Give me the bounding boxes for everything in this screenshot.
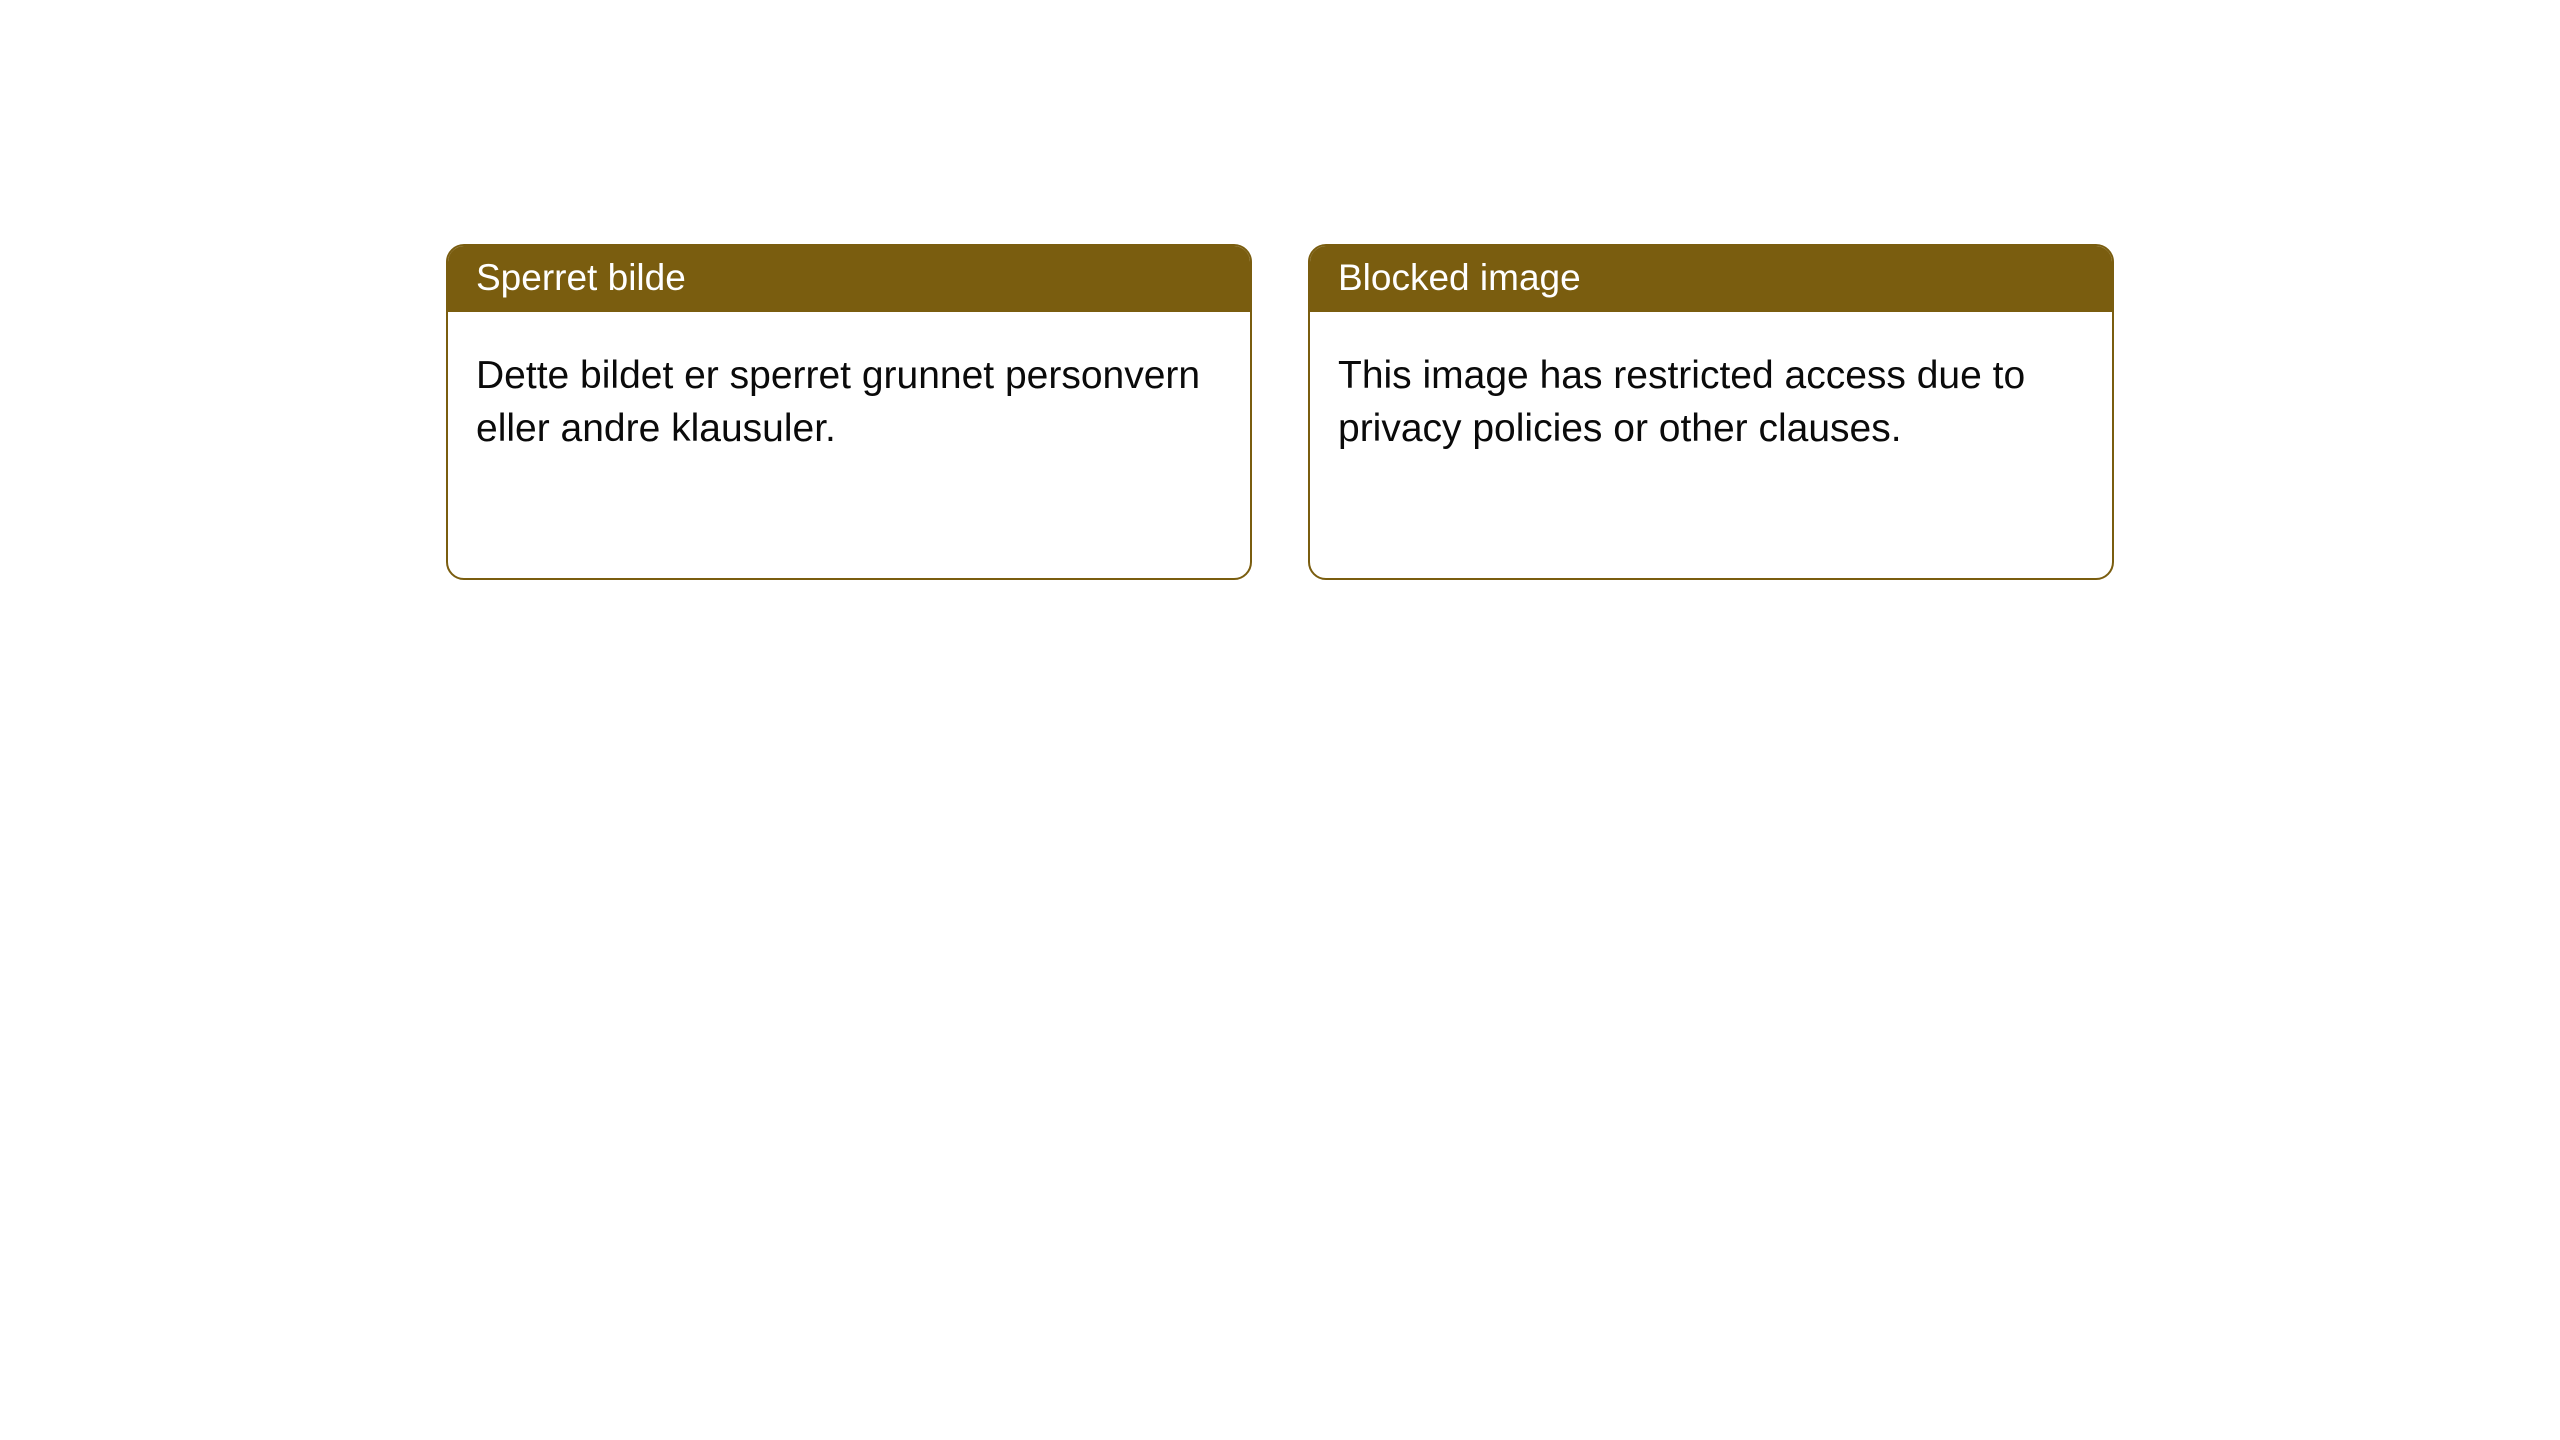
notice-body-english: This image has restricted access due to … xyxy=(1310,312,2112,483)
notice-title-norwegian: Sperret bilde xyxy=(448,246,1250,312)
notice-title-english: Blocked image xyxy=(1310,246,2112,312)
notice-card-norwegian: Sperret bilde Dette bildet er sperret gr… xyxy=(446,244,1252,580)
notice-card-english: Blocked image This image has restricted … xyxy=(1308,244,2114,580)
notice-body-norwegian: Dette bildet er sperret grunnet personve… xyxy=(448,312,1250,483)
notice-container: Sperret bilde Dette bildet er sperret gr… xyxy=(0,0,2560,580)
